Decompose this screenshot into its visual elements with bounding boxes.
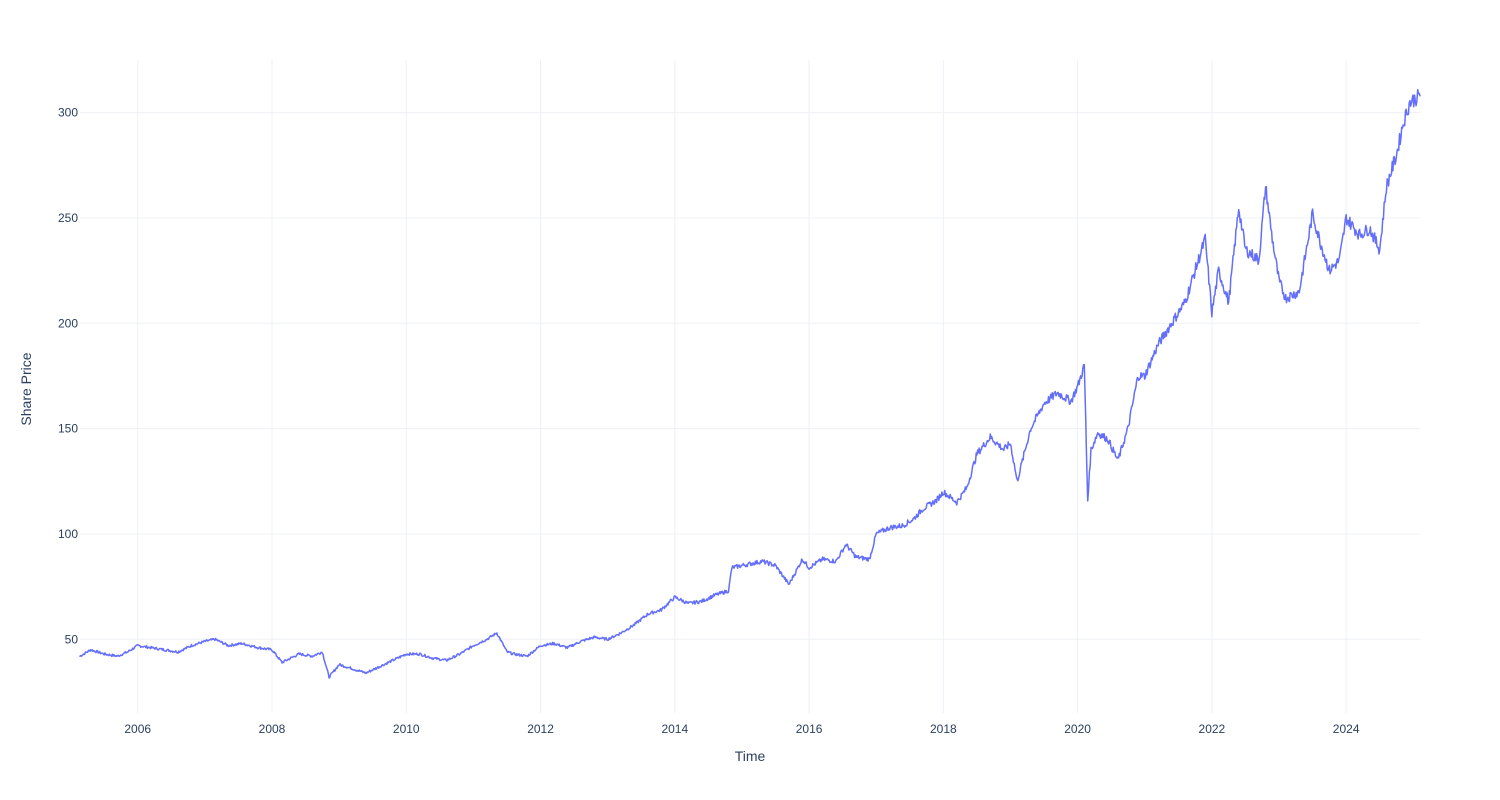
- x-axis-ticks: 2006 2008 2010 2012 2014 2016 2018 2020 2022 2024: [124, 722, 1359, 736]
- y-tick-label: 250: [58, 211, 78, 225]
- grid: [80, 60, 1420, 713]
- x-tick-label: 2018: [930, 722, 957, 736]
- y-tick-label: 150: [58, 422, 78, 436]
- series-layer: [79, 88, 1421, 679]
- y-axis-ticks: 50 100 150 200 250 300: [58, 106, 78, 647]
- y-tick-label: 300: [58, 106, 78, 120]
- x-tick-label: 2014: [661, 722, 688, 736]
- x-tick-label: 2006: [124, 722, 151, 736]
- y-axis-title: Share Price: [18, 352, 34, 425]
- x-tick-label: 2024: [1333, 722, 1360, 736]
- y-tick-label: 50: [65, 632, 79, 646]
- y-tick-label: 200: [58, 316, 78, 330]
- x-tick-label: 2022: [1199, 722, 1226, 736]
- x-tick-label: 2020: [1064, 722, 1091, 736]
- x-tick-label: 2008: [259, 722, 286, 736]
- x-axis-title: Time: [735, 748, 766, 764]
- x-tick-label: 2010: [393, 722, 420, 736]
- y-tick-label: 100: [58, 527, 78, 541]
- share-price-line: [79, 88, 1421, 679]
- x-tick-label: 2012: [527, 722, 554, 736]
- x-tick-label: 2016: [796, 722, 823, 736]
